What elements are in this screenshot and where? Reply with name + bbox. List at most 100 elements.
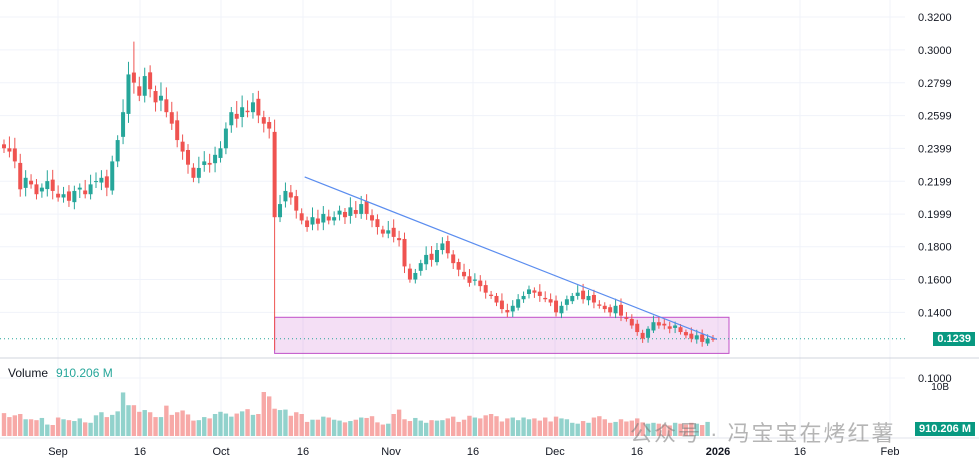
candle-body	[413, 272, 418, 280]
volume-bar	[510, 417, 515, 436]
volume-bar	[580, 421, 586, 436]
candle-body	[526, 289, 531, 294]
candle-body	[272, 131, 277, 218]
volume-bar	[564, 419, 570, 436]
volume-bar	[142, 410, 147, 436]
candle-body	[186, 149, 191, 165]
candle-body	[348, 207, 353, 216]
y-tick-label: 0.2599	[918, 111, 952, 123]
volume-bar	[120, 392, 126, 436]
volume-bar	[126, 405, 131, 436]
volume-bar	[445, 418, 451, 436]
volume-bar	[72, 421, 77, 436]
volume-bar	[115, 411, 120, 436]
volume-bar	[602, 419, 607, 436]
candle-body	[94, 181, 99, 183]
candle-body	[77, 187, 82, 190]
volume-bar	[304, 421, 310, 436]
candle-body	[229, 112, 234, 126]
volume-bar	[434, 420, 440, 436]
volume-bar	[645, 423, 651, 436]
volume-bar	[472, 417, 478, 436]
volume-bar	[499, 421, 505, 436]
volume-bar	[234, 413, 239, 436]
candle-body	[678, 327, 683, 333]
candle-body	[121, 112, 126, 137]
volume-bar	[315, 419, 321, 436]
volume-bar	[494, 416, 499, 436]
volume-bar	[110, 414, 115, 436]
volume-bar	[321, 416, 326, 436]
candle-body	[332, 217, 337, 221]
candle-body	[564, 299, 569, 305]
volume-bar	[77, 418, 82, 436]
volume-bar	[515, 420, 521, 436]
candle-body	[662, 323, 667, 326]
candle-body	[635, 323, 640, 333]
candle-body	[23, 177, 28, 188]
volume-bar	[369, 416, 375, 436]
candle-body	[66, 191, 71, 201]
volume-bar	[277, 410, 283, 436]
candle-body	[29, 180, 34, 185]
volume-bar	[104, 417, 110, 436]
x-tick-label: Dec	[545, 446, 565, 458]
volume-bar	[667, 425, 672, 436]
candle-body	[370, 215, 375, 221]
volume-bar	[288, 415, 294, 436]
candle-body	[137, 86, 142, 96]
volume-bar	[245, 409, 250, 436]
volume-bar	[505, 418, 510, 436]
candle-body	[104, 176, 109, 188]
candle-body	[494, 295, 499, 303]
volume-bar	[1, 413, 7, 436]
candle-body	[278, 204, 283, 218]
candle-body	[169, 112, 174, 124]
volume-bar	[699, 425, 705, 436]
volume-bar	[689, 422, 694, 436]
y-tick-label: 0.1400	[918, 307, 952, 319]
candle-body	[478, 280, 483, 287]
volume-bar	[337, 420, 342, 436]
candle-body	[434, 250, 439, 263]
x-tick-label: Feb	[881, 446, 900, 458]
x-tick-label: 16	[467, 446, 479, 458]
candle-body	[510, 305, 515, 312]
candle-body	[602, 305, 607, 310]
volume-bar	[478, 418, 483, 436]
candle-body	[424, 254, 429, 265]
volume-bar	[640, 422, 645, 436]
volume-bar	[543, 417, 548, 436]
candle-body	[608, 307, 613, 313]
volume-bar	[559, 418, 564, 436]
x-tick-label: 16	[134, 446, 146, 458]
volume-bar	[66, 420, 72, 436]
volume-bar	[407, 421, 413, 436]
candle-body	[245, 110, 250, 113]
candle-body	[353, 210, 358, 214]
volume-bar	[548, 421, 553, 436]
y-tick-label: 0.3000	[918, 45, 952, 57]
volume-bar	[223, 413, 229, 436]
candle-body	[386, 230, 391, 234]
volume-bar	[299, 414, 304, 436]
candle-body	[131, 72, 136, 83]
candle-body	[175, 120, 180, 141]
candle-body	[207, 162, 212, 165]
candle-body	[499, 300, 504, 310]
volume-bar	[164, 405, 169, 436]
volume-bar	[12, 415, 18, 436]
candle-body	[673, 325, 678, 328]
volume-bar	[391, 414, 396, 436]
candle-body	[629, 318, 634, 326]
volume-bar	[553, 416, 559, 436]
candle-body	[575, 292, 580, 296]
volume-bar	[147, 412, 153, 436]
volume-bar	[413, 417, 418, 436]
candle-body	[45, 181, 50, 190]
candle-body	[256, 98, 261, 116]
volume-bar	[34, 420, 39, 436]
y-tick-label: 0.3200	[918, 12, 952, 24]
